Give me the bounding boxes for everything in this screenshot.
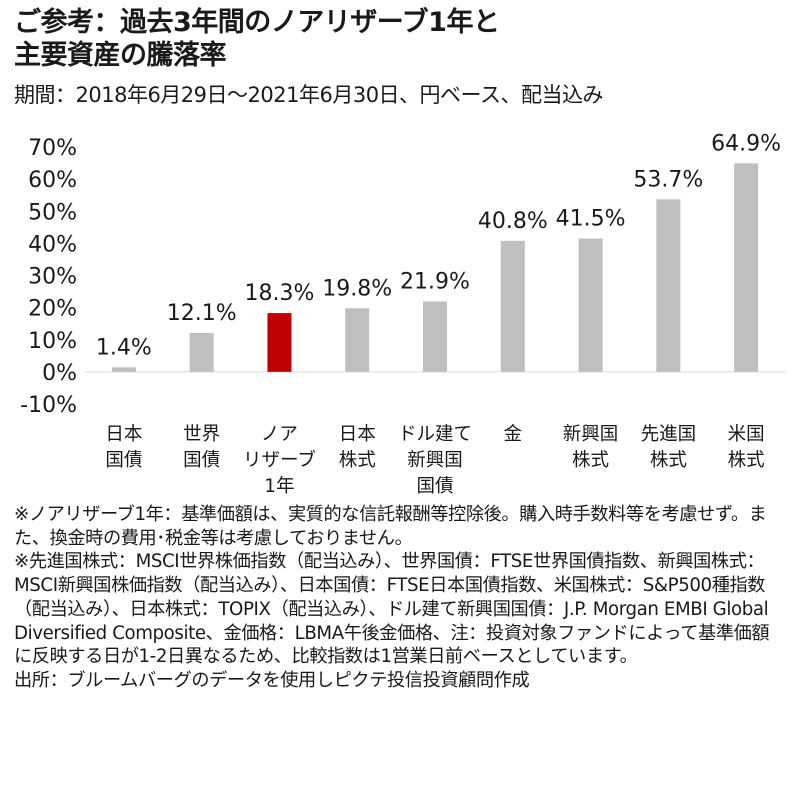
bar bbox=[500, 240, 525, 372]
bar bbox=[189, 333, 214, 372]
y-tick-label: 40% bbox=[28, 232, 77, 257]
bar bbox=[734, 163, 759, 372]
category-label: ドル建て新興国国債 bbox=[398, 424, 472, 497]
category-label: 日本株式 bbox=[339, 424, 376, 471]
chart-subtitle: 期間：2018年6月29日～2021年6月30日、円ベース、配当込み bbox=[14, 83, 604, 107]
y-tick-label: 50% bbox=[28, 200, 77, 225]
data-label: 64.9% bbox=[711, 131, 781, 156]
data-label: 40.8% bbox=[478, 209, 548, 234]
category-label-line: 国債 bbox=[416, 476, 453, 497]
category-label-line: 日本 bbox=[105, 424, 142, 445]
category-label-line: 金 bbox=[504, 424, 523, 445]
chart-title-line-1: ご参考：過去3年間のノアリザーブ1年と bbox=[14, 7, 500, 38]
bar-chart: -10% 0% 10% 20% 30% 40% 50% 60% 70% 1.4% 日本国債 12.1%… bbox=[20, 131, 785, 497]
category-label: 世界国債 bbox=[183, 424, 220, 471]
category-label: 先進国株式 bbox=[641, 424, 697, 471]
footnotes: ※ノアリザーブ1年：基準価額は、実質的な信託報酬等控除後。購入時手数料等を考慮せ… bbox=[14, 503, 779, 693]
category-label-line: 1年 bbox=[264, 476, 294, 497]
footnote-noa-reserve: ※ノアリザーブ1年：基準価額は、実質的な信託報酬等控除後。購入時手数料等を考慮せ… bbox=[14, 504, 767, 549]
category-label-line: ノア bbox=[261, 424, 298, 445]
category-label-line: 米国 bbox=[728, 424, 765, 445]
data-label: 53.7% bbox=[633, 167, 703, 192]
category-label-line: 世界 bbox=[183, 424, 220, 445]
category-label-line: 株式 bbox=[728, 450, 765, 471]
category-label: ノアリザーブ 1年 bbox=[243, 424, 316, 497]
y-tick-label: 0% bbox=[42, 361, 77, 386]
category-label-line: 株式 bbox=[339, 450, 376, 471]
data-label: 21.9% bbox=[400, 270, 470, 295]
category-label-line: 株式 bbox=[572, 450, 609, 471]
category-label-line: 先進国 bbox=[641, 424, 697, 445]
chart-title-line-2: 主要資産の騰落率 bbox=[14, 40, 227, 71]
source-note: 出所：ブルームバーグのデータを使用しピクテ投信投資顧問作成 bbox=[14, 669, 530, 691]
footnote-indices: ※先進国株式：MSCI世界株価指数（配当込み）、世界国債：FTSE世界国債指数、… bbox=[14, 551, 770, 668]
category-label-line: 国債 bbox=[105, 450, 142, 471]
category-label: 米国株式 bbox=[728, 424, 765, 471]
y-tick-label: 10% bbox=[28, 329, 77, 354]
y-tick-label: 60% bbox=[28, 168, 77, 193]
bar bbox=[578, 238, 603, 372]
category-label-line: リザーブ bbox=[243, 449, 316, 471]
data-label: 12.1% bbox=[167, 301, 237, 326]
y-tick-label: 70% bbox=[28, 136, 77, 161]
category-label-line: 株式 bbox=[650, 450, 687, 471]
category-label-line: 新興国 bbox=[407, 450, 463, 471]
category-label: 日本国債 bbox=[105, 424, 142, 471]
y-tick-label: 20% bbox=[28, 297, 77, 322]
y-tick-label: -10% bbox=[20, 393, 77, 418]
category-label: 新興国株式 bbox=[563, 424, 619, 471]
y-tick-label: 30% bbox=[28, 265, 77, 290]
category-label-line: 新興国 bbox=[563, 424, 619, 445]
bar bbox=[656, 199, 681, 372]
category-label-line: 国債 bbox=[183, 450, 220, 471]
data-label: 18.3% bbox=[244, 281, 314, 306]
category-label-line: 日本 bbox=[339, 424, 376, 445]
bar bbox=[267, 313, 292, 372]
bar bbox=[111, 367, 136, 372]
category-label: 金 bbox=[504, 424, 523, 445]
data-label: 19.8% bbox=[322, 276, 392, 301]
bar bbox=[423, 301, 447, 372]
category-label-line: ドル建て bbox=[398, 424, 472, 445]
chart-title: ご参考：過去3年間のノアリザーブ1年と 主要資産の騰落率 bbox=[14, 6, 784, 72]
bar bbox=[345, 308, 370, 372]
data-label: 1.4% bbox=[96, 335, 152, 360]
data-label: 41.5% bbox=[556, 207, 626, 232]
